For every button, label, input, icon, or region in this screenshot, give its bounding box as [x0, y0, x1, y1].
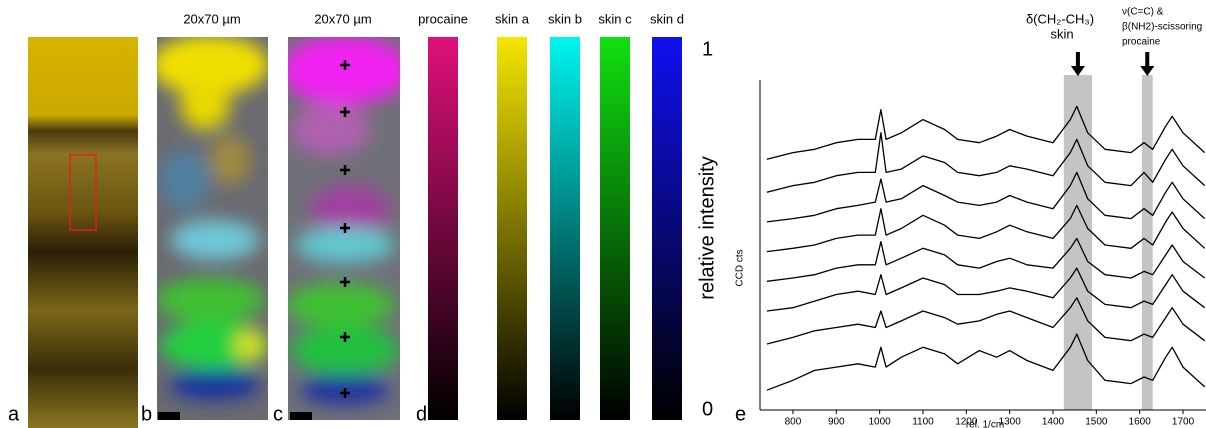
colorbar-label: skin c	[598, 11, 632, 26]
colorbar-label: skin a	[495, 11, 530, 26]
colorbar	[428, 37, 458, 420]
x-tick-label: 1600	[1129, 417, 1152, 428]
arrow	[1070, 52, 1085, 76]
panel-label: b	[141, 403, 152, 425]
x-tick-label: 1300	[999, 417, 1022, 428]
annotation: skin	[1050, 26, 1073, 41]
panel-title: 20x70 µm	[314, 11, 371, 26]
highlight-band	[1141, 75, 1153, 410]
arrow	[1140, 52, 1155, 76]
annotation: β(NH2)-scissoring	[1122, 22, 1202, 33]
x-tick-label: 800	[785, 417, 802, 428]
micrograph	[28, 37, 138, 428]
x-tick-label: 1000	[869, 417, 892, 428]
x-tick-label: 1100	[912, 417, 934, 428]
panel-label: a	[8, 403, 20, 425]
spectrum	[766, 237, 1206, 282]
colorbar-label: procaine	[418, 11, 468, 26]
spectrum	[766, 297, 1206, 345]
spectrum	[766, 204, 1206, 253]
y-axis-label: CCD cts	[735, 249, 746, 286]
spectrum	[766, 267, 1206, 312]
colorbar	[600, 37, 630, 420]
panel-label: d	[416, 403, 427, 425]
colorbar	[550, 37, 580, 420]
colorbar-label: skin b	[548, 11, 582, 26]
region-box	[69, 154, 97, 231]
x-tick-label: 1400	[1042, 417, 1065, 428]
spectrum	[766, 132, 1206, 193]
spectrum	[766, 333, 1206, 391]
chemical-map	[157, 37, 268, 420]
panel-label: c	[273, 403, 283, 425]
colorbar	[497, 37, 527, 420]
x-tick-label: 900	[828, 417, 845, 428]
annotation: ν(C=C) &	[1122, 7, 1164, 18]
x-tick-label: 1700	[1172, 417, 1195, 428]
x-axis-label: rel. 1/cm	[966, 420, 1004, 428]
spectrum	[766, 171, 1206, 223]
colorbar-label: skin d	[650, 11, 684, 26]
colorbar-axis-label: relative intensity	[696, 156, 718, 299]
x-tick-label: 1500	[1085, 417, 1108, 428]
spectrum	[766, 105, 1206, 160]
annotation: δ(CH₂-CH₃)	[1026, 11, 1094, 26]
annotation: procaine	[1122, 37, 1161, 48]
colorbar-min: 0	[702, 398, 713, 420]
panel-label: e	[735, 403, 746, 425]
colorbar	[652, 37, 682, 420]
chemical-map	[288, 37, 400, 420]
panel-title: 20x70 µm	[183, 11, 240, 26]
x-tick-label: 1200	[955, 417, 978, 428]
colorbar-max: 1	[702, 38, 713, 60]
